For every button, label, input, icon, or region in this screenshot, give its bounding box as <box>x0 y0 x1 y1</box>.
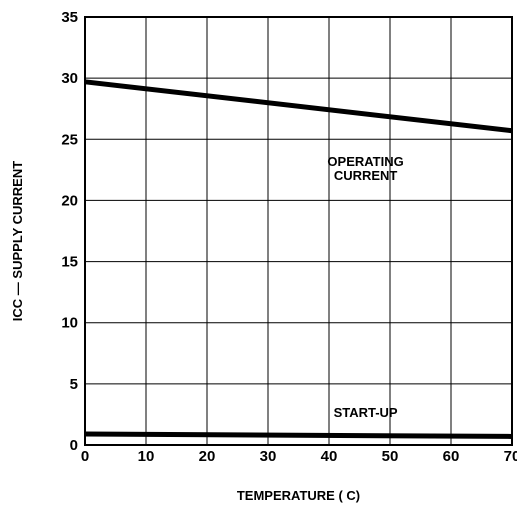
y-tick-label-35: 35 <box>61 9 78 26</box>
y-tick-label-20: 20 <box>61 192 78 209</box>
x-tick-label-20: 20 <box>199 448 216 465</box>
x-tick-label-60: 60 <box>443 448 460 465</box>
y-tick-label-0: 0 <box>70 437 78 454</box>
y-tick-label-25: 25 <box>61 131 78 148</box>
plot-frame <box>84 16 513 446</box>
x-tick-label-40: 40 <box>321 448 338 465</box>
annotation-operating-line-2: CURRENT <box>334 168 398 183</box>
x-tick-label-50: 50 <box>382 448 399 465</box>
series-line-operating-current <box>84 79 513 134</box>
x-tick-label-30: 30 <box>260 448 277 465</box>
series-line-start-up <box>84 431 513 439</box>
y-tick-label-15: 15 <box>61 254 78 271</box>
annotation-operating-line-1: OPERATING <box>327 154 403 169</box>
grid <box>84 16 513 446</box>
x-tick-labels: 0 10 20 30 40 50 60 70 <box>81 448 517 465</box>
x-tick-label-0: 0 <box>81 448 89 465</box>
x-tick-label-70: 70 <box>504 448 517 465</box>
y-axis-title: ICC — SUPPLY CURRENT <box>10 161 25 321</box>
series-lines <box>84 79 513 439</box>
y-tick-label-10: 10 <box>61 315 78 332</box>
annotation-startup-line-1: START-UP <box>334 405 398 420</box>
y-tick-label-5: 5 <box>70 376 78 393</box>
y-tick-labels: 0 5 10 15 20 25 30 35 <box>61 9 78 454</box>
y-tick-label-30: 30 <box>61 70 78 87</box>
x-axis-title: TEMPERATURE ( C) <box>237 488 360 503</box>
x-tick-label-10: 10 <box>138 448 155 465</box>
